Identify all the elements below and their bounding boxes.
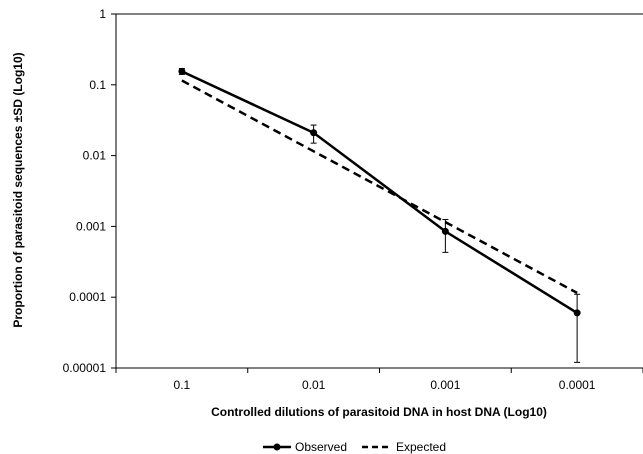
- y-axis-title: Proportion of parasitoid sequences ±SD (…: [11, 52, 25, 327]
- series-line-observed: [181, 70, 578, 314]
- y-tick-label-3: 0.01: [83, 149, 107, 163]
- legend-observed-marker: [273, 443, 281, 451]
- x-tick-label-0: 0.1: [174, 378, 191, 392]
- x-axis-title: Controlled dilutions of parasitoid DNA i…: [211, 405, 547, 419]
- y-tick-label-2: 0.001: [76, 219, 106, 233]
- x-tick-label-3: 0.0001: [559, 378, 596, 392]
- series-line-expected: [181, 79, 578, 295]
- data-point-observed-3: [573, 309, 581, 317]
- legend: Observed Expected: [263, 440, 446, 454]
- legend-expected-label: Expected: [396, 440, 446, 454]
- x-tick-label-1: 0.01: [302, 378, 326, 392]
- y-tick-label-0: 0.00001: [63, 361, 107, 375]
- legend-observed-label: Observed: [295, 440, 347, 454]
- x-tick-label-2: 0.001: [430, 378, 460, 392]
- data-point-observed-1: [310, 129, 318, 137]
- data-point-observed-2: [441, 227, 449, 235]
- y-tick-label-5: 1: [99, 7, 106, 21]
- data-point-observed-0: [178, 67, 186, 75]
- y-tick-label-4: 0.1: [89, 78, 106, 92]
- plot-area: 0.00001 0.0001 0.001 0.01 0.1 1 0.1 0.01 0.001 0.…: [63, 7, 643, 392]
- y-tick-label-1: 0.0001: [69, 290, 106, 304]
